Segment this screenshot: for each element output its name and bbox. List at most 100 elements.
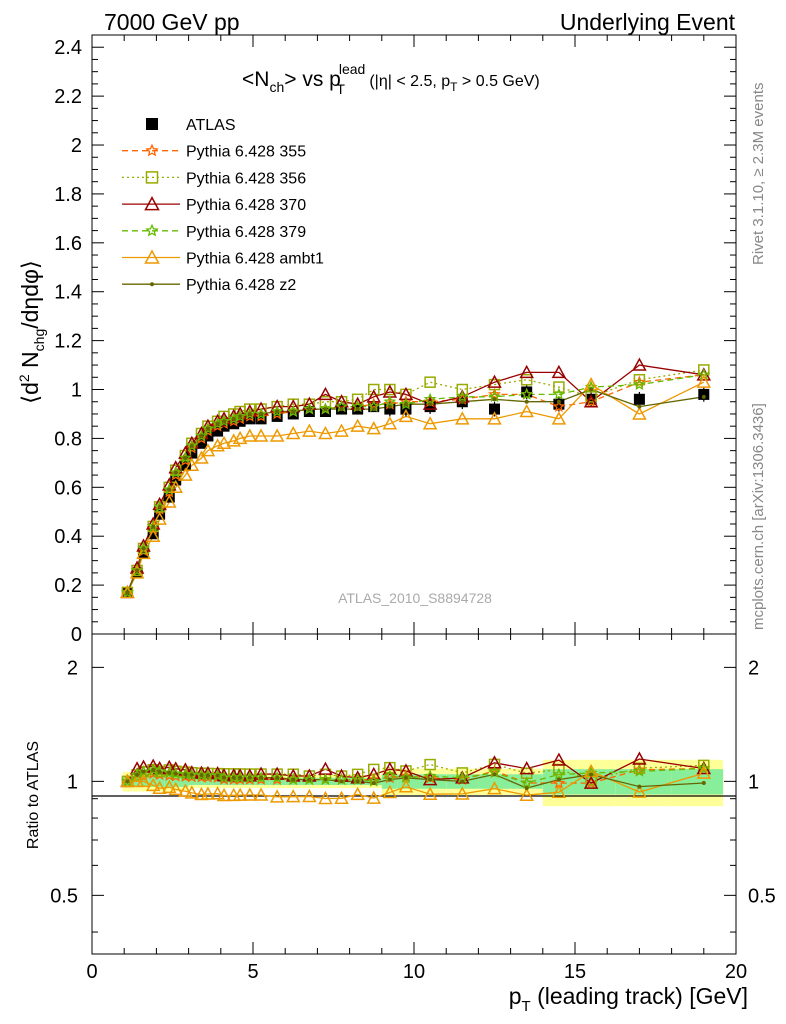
ratio-point-pythia-6-428-379 [697,761,711,774]
ratio-point-pythia-6-428-370 [632,751,647,765]
ratio-point-pythia-6-428-379 [243,771,257,784]
ratio-point-pythia-6-428-355 [632,763,646,776]
point-pythia-6-428-379 [217,414,231,427]
point-pythia-6-428-ambt1 [487,411,502,425]
ratio-point-pythia-6-428-z2 [387,777,392,782]
ratio-point-pythia-6-428-379 [211,768,224,781]
band-green [255,777,270,786]
point-pythia-6-428-ambt1 [184,457,200,472]
ratio-point-pythia-6-428-ambt1 [269,789,285,803]
ratio-point-pythia-6-428-370 [583,775,599,789]
legend-label-pythia-6-428-ambt1: Pythia 6.428 ambt1 [186,251,324,268]
point-pythia-6-428-379 [233,409,247,422]
point-pythia-6-428-z2 [141,546,146,551]
point-pythia-6-428-z2 [157,504,162,509]
legend-marker-atlas [146,118,158,130]
ratio-point-pythia-6-428-z2 [403,775,408,780]
ratio-point-pythia-6-428-370 [366,766,382,781]
ratio-point-pythia-6-428-z2 [460,779,465,784]
point-pythia-6-428-z2 [460,399,465,404]
point-pythia-6-428-356 [585,391,597,403]
ratio-point-pythia-6-428-z2 [275,775,280,780]
point-pythia-6-428-ambt1 [152,511,167,525]
point-pythia-6-428-ambt1 [318,425,333,440]
legend-label-pythia-6-428-379: Pythia 6.428 379 [186,224,306,241]
ratio-point-pythia-6-428-ambt1 [318,790,333,805]
point-pythia-6-428-z2 [428,402,433,407]
legend-marker-pythia-6-428-z2 [150,282,154,287]
ratio-point-pythia-6-428-370 [519,761,534,775]
ratio-tick-label-right: 1 [748,771,759,793]
point-pythia-6-428-ambt1 [145,528,161,542]
point-pythia-6-428-ambt1 [136,545,151,560]
point-pythia-6-428-370 [519,364,534,379]
ratio-point-pythia-6-428-379 [270,771,284,784]
ratio-point-pythia-6-428-379 [233,770,247,784]
point-pythia-6-428-z2 [173,470,178,475]
point-pythia-6-428-ambt1 [519,403,534,418]
ratio-point-pythia-6-428-ambt1 [210,786,225,800]
point-pythia-6-428-ambt1 [200,443,216,457]
ratio-point-pythia-6-428-ambt1 [178,783,193,797]
ratio-point-pythia-6-428-ambt1 [632,784,647,798]
point-pythia-6-428-355 [584,394,598,408]
ratio-tick-label-right: 2 [748,657,759,679]
ratio-tick-label-left: 1 [67,771,78,793]
ratio-point-pythia-6-428-z2 [323,777,328,782]
legend-label-pythia-6-428-355: Pythia 6.428 355 [186,144,306,161]
ratio-point-pythia-6-428-ambt1 [382,784,398,799]
point-pythia-6-428-355 [552,399,566,413]
ratio-point-pythia-6-428-379 [552,767,566,780]
point-pythia-6-428-356 [456,383,469,396]
point-pythia-6-428-379 [137,541,150,554]
point-pythia-6-428-379 [399,397,413,410]
ratio-point-pythia-6-428-z2 [307,777,312,782]
x-axis-title: pT (leading track) [GeV] [509,983,748,1015]
legend-marker-pythia-6-428-379 [145,223,159,237]
point-pythia-6-428-379 [632,377,646,391]
ratio-point-pythia-6-428-ambt1 [422,786,438,800]
ratio-point-pythia-6-428-z2 [199,773,204,778]
point-pythia-6-428-z2 [205,426,210,431]
legend-marker-pythia-6-428-355 [145,143,159,157]
ratio-y-axis-title: Ratio to ATLAS [25,741,42,849]
ratio-tick-label-left: 2 [67,657,78,679]
point-pythia-6-428-356 [553,381,565,393]
series-line-pythia-6-428-379 [126,374,704,593]
ratio-tick-label-right: 0.5 [748,885,776,907]
point-pythia-6-428-379 [319,402,332,415]
y-tick-label: 0 [71,624,82,646]
point-pythia-6-428-379 [195,429,208,442]
ratio-point-pythia-6-428-379 [153,764,167,777]
point-pythia-6-428-379 [179,451,192,464]
y-tick-label: 2.2 [54,86,82,108]
ratio-point-pythia-6-428-z2 [215,773,220,778]
point-pythia-6-428-356 [319,395,332,408]
ratio-point-pythia-6-428-ambt1 [145,777,161,792]
point-pythia-6-428-379 [303,402,316,415]
ratio-point-pythia-6-428-z2 [222,775,227,780]
point-pythia-6-428-355 [201,424,215,437]
x-tick-label: 15 [564,961,586,983]
legend-marker-pythia-6-428-356 [145,171,159,184]
ratio-point-pythia-6-428-z2 [205,773,210,778]
ratio-point-pythia-6-428-379 [121,774,134,787]
ratio-point-pythia-6-428-z2 [167,770,172,775]
band-green [542,769,575,795]
ratio-point-pythia-6-428-z2 [589,772,594,777]
point-pythia-6-428-370 [318,386,333,401]
series-markers [120,357,712,805]
ratio-point-pythia-6-428-z2 [259,775,264,780]
point-pythia-6-428-379 [169,465,183,479]
rivet-info: Rivet 3.1.10, ≥ 2.3M events [750,83,767,266]
point-pythia-6-428-z2 [167,487,172,492]
ratio-point-pythia-6-428-379 [217,770,231,783]
point-pythia-6-428-355 [185,441,199,454]
ratio-point-pythia-6-428-ambt1 [551,784,567,798]
y-tick-label: 2.4 [54,37,82,59]
point-pythia-6-428-ambt1 [398,408,414,423]
ratio-point-pythia-6-428-ambt1 [285,789,301,803]
point-pythia-6-428-355 [195,431,208,444]
point-pythia-6-428-356 [351,393,364,406]
analysis-watermark: ATLAS_2010_S8894728 [338,590,492,606]
